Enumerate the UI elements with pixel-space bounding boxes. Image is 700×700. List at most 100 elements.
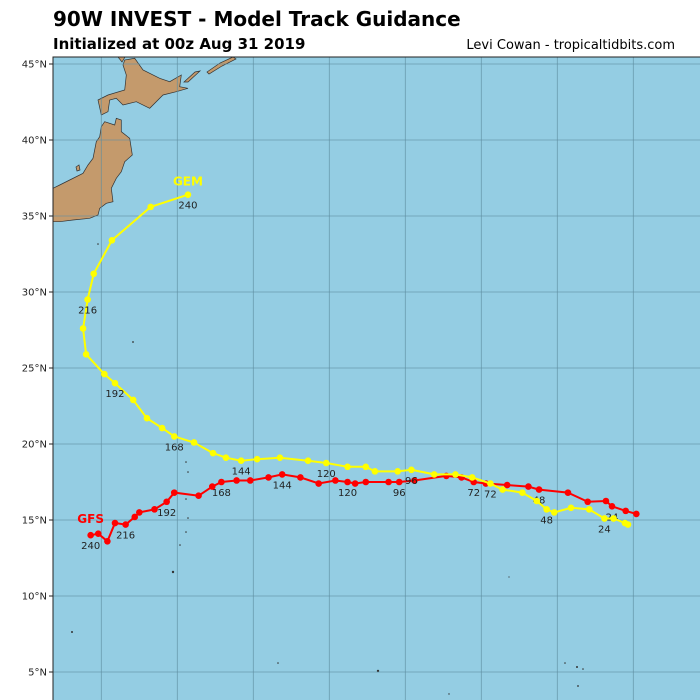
gridlines [53, 57, 700, 700]
track-point [94, 530, 102, 537]
track-point [209, 449, 217, 457]
y-tick-label: 30°N [22, 288, 47, 299]
track-point [322, 459, 330, 467]
track-point [411, 477, 418, 484]
kuril-islands [183, 56, 237, 83]
track-point [362, 463, 370, 471]
forecast-hour-label: 144 [232, 467, 251, 478]
forecast-hour-label: 168 [165, 442, 184, 453]
track-point [519, 489, 526, 496]
track-point [610, 515, 617, 522]
y-tick-label: 20°N [22, 440, 47, 451]
forecast-hour-label: 120 [317, 469, 336, 480]
forecast-hour-label: 120 [338, 488, 357, 499]
track-point [621, 519, 629, 527]
track-point [543, 506, 550, 513]
track-point [315, 480, 322, 487]
chart-title: 90W INVEST - Model Track Guidance [53, 7, 461, 31]
track-point [82, 351, 90, 358]
track-point [222, 454, 230, 461]
track-point [567, 504, 575, 512]
y-tick-label: 40°N [22, 136, 47, 147]
track-point [129, 396, 137, 404]
map-frame [52, 56, 700, 700]
track-point [79, 325, 87, 332]
track-point [136, 509, 143, 516]
track-point [195, 492, 202, 499]
track-point [143, 414, 151, 422]
track-point [395, 478, 403, 486]
forecast-hour-label: 72 [484, 490, 497, 501]
track-point [499, 486, 506, 493]
forecast-hour-label: 216 [116, 531, 135, 542]
track-point [585, 506, 593, 513]
track-point [344, 463, 351, 471]
track-point [362, 478, 370, 486]
hokkaido [97, 57, 189, 116]
track-point [452, 471, 459, 478]
forecast-hour-label: 192 [157, 508, 176, 519]
track-point [122, 521, 129, 528]
track-point [190, 439, 198, 446]
track-point [297, 474, 304, 481]
track-point [84, 296, 91, 303]
track-point [147, 203, 154, 211]
track-point [111, 519, 119, 527]
model-name-label: GEM [173, 175, 203, 189]
y-tick-label: 5°N [28, 668, 47, 679]
forecast-hour-label: 216 [78, 306, 97, 317]
track-point [371, 468, 379, 475]
model-name-label: GFS [77, 512, 104, 526]
track-point [111, 379, 119, 387]
track-point [564, 489, 572, 496]
track-point [208, 483, 216, 490]
forecast-hour-label: 240 [178, 201, 197, 212]
track-point [608, 503, 616, 510]
axis-ticks: 140°E145°E150°E155°E160°E165°E170°E175°E… [22, 60, 53, 679]
track-point [170, 489, 178, 496]
track-point [246, 477, 254, 484]
track-point [278, 471, 286, 478]
forecast-hour-label: 144 [273, 480, 292, 491]
forecast-hour-label: 96 [393, 488, 406, 499]
track-point [385, 478, 392, 486]
y-tick-label: 25°N [22, 364, 47, 375]
track-point [170, 433, 178, 440]
y-tick-label: 45°N [22, 60, 47, 71]
track-point [332, 477, 339, 484]
track-point [468, 474, 476, 481]
honshu [52, 117, 133, 223]
small-islands [71, 243, 584, 695]
credit-text: Levi Cowan - tropicaltidbits.com [466, 38, 675, 53]
track-point [90, 270, 97, 278]
track-point [101, 370, 108, 378]
track-point [237, 457, 245, 465]
chart-subtitle: Initialized at 00z Aug 31 2019 [53, 35, 306, 53]
track-point [87, 531, 94, 539]
track-point [584, 498, 591, 506]
track-point [253, 455, 261, 463]
land [52, 56, 237, 223]
track-point [233, 477, 240, 484]
forecast-hour-label: 96 [405, 476, 418, 487]
track-point [622, 507, 629, 515]
track-point [533, 497, 541, 505]
forecast-hour-label: 240 [81, 541, 100, 552]
track-point [351, 480, 359, 487]
track-point [487, 480, 494, 487]
forecast-hour-label: 72 [467, 488, 480, 499]
forecast-hour-label: 168 [212, 488, 231, 499]
track-point [602, 497, 610, 505]
forecast-hour-label: 192 [105, 389, 124, 400]
track-point [151, 506, 158, 513]
small-island [75, 164, 81, 172]
track-point [535, 486, 543, 493]
track-point [108, 237, 116, 244]
track-point [184, 191, 192, 199]
track-point [131, 513, 139, 521]
track-point [276, 454, 284, 461]
y-tick-label: 15°N [22, 516, 47, 527]
track-point [104, 537, 111, 545]
